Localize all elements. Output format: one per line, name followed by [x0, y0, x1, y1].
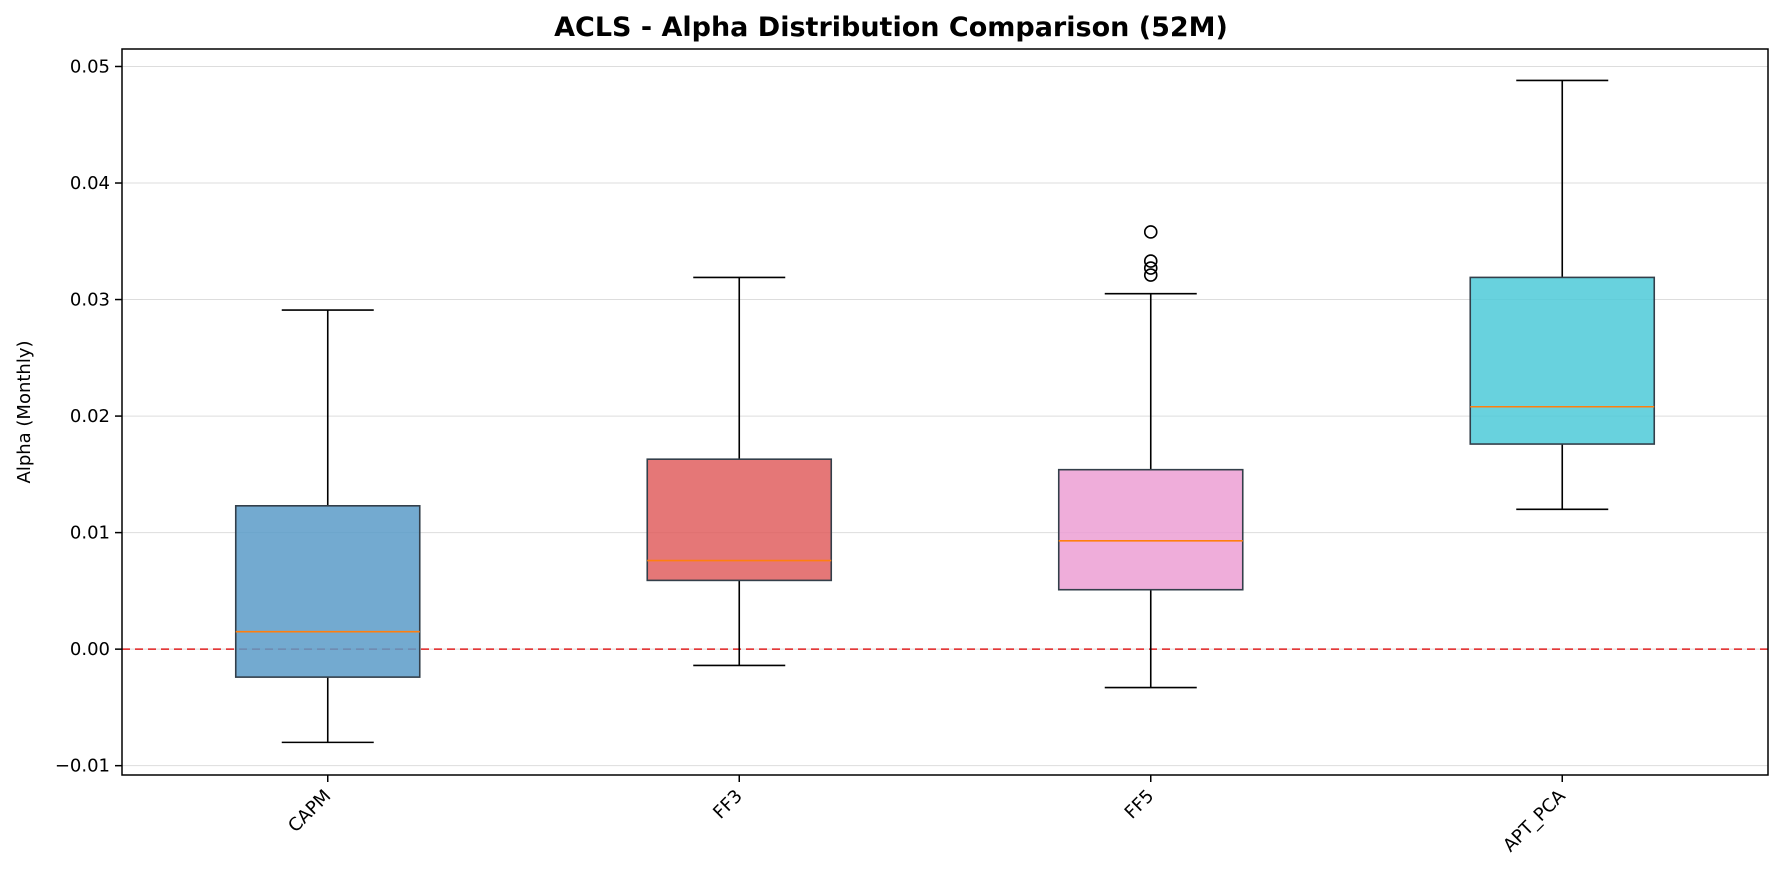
outlier-point	[1143, 254, 1158, 268]
outlier-point	[1143, 268, 1158, 282]
iqr-box	[1469, 276, 1656, 445]
iqr-box	[234, 505, 421, 678]
x-tick-label: APT_PCA	[1499, 785, 1570, 856]
chart-title: ACLS - Alpha Distribution Comparison (52…	[554, 12, 1228, 43]
box-ff5	[1057, 225, 1244, 689]
x-tick-label: FF5	[1121, 786, 1159, 824]
y-tick-label: 0.00	[70, 639, 110, 660]
y-tick-label: 0.04	[70, 173, 110, 194]
x-tick-label: CAPM	[284, 786, 335, 837]
y-axis-label: Alpha (Monthly)	[14, 340, 35, 483]
box-plots	[234, 79, 1656, 744]
box-ff3	[646, 276, 833, 667]
y-tick-label: 0.02	[70, 406, 110, 427]
x-axis-ticks: CAPM FF3 FF5 APT_PCA	[284, 775, 1570, 856]
x-tick-label: FF3	[709, 786, 747, 824]
iqr-box	[646, 458, 833, 582]
y-tick-label: 0.05	[70, 56, 110, 77]
iqr-box	[1057, 468, 1244, 591]
box-apt-pca	[1469, 79, 1656, 511]
y-tick-label: 0.01	[70, 523, 110, 544]
plot-frame	[121, 48, 1769, 776]
y-axis-ticks: −0.01 0.00 0.01 0.02 0.03 0.04 0.05	[55, 56, 122, 777]
outlier-point	[1143, 225, 1158, 239]
box-capm	[234, 309, 421, 744]
y-tick-label: 0.03	[70, 290, 110, 311]
outlier-point	[1143, 261, 1158, 275]
y-tick-label: −0.01	[55, 756, 110, 777]
